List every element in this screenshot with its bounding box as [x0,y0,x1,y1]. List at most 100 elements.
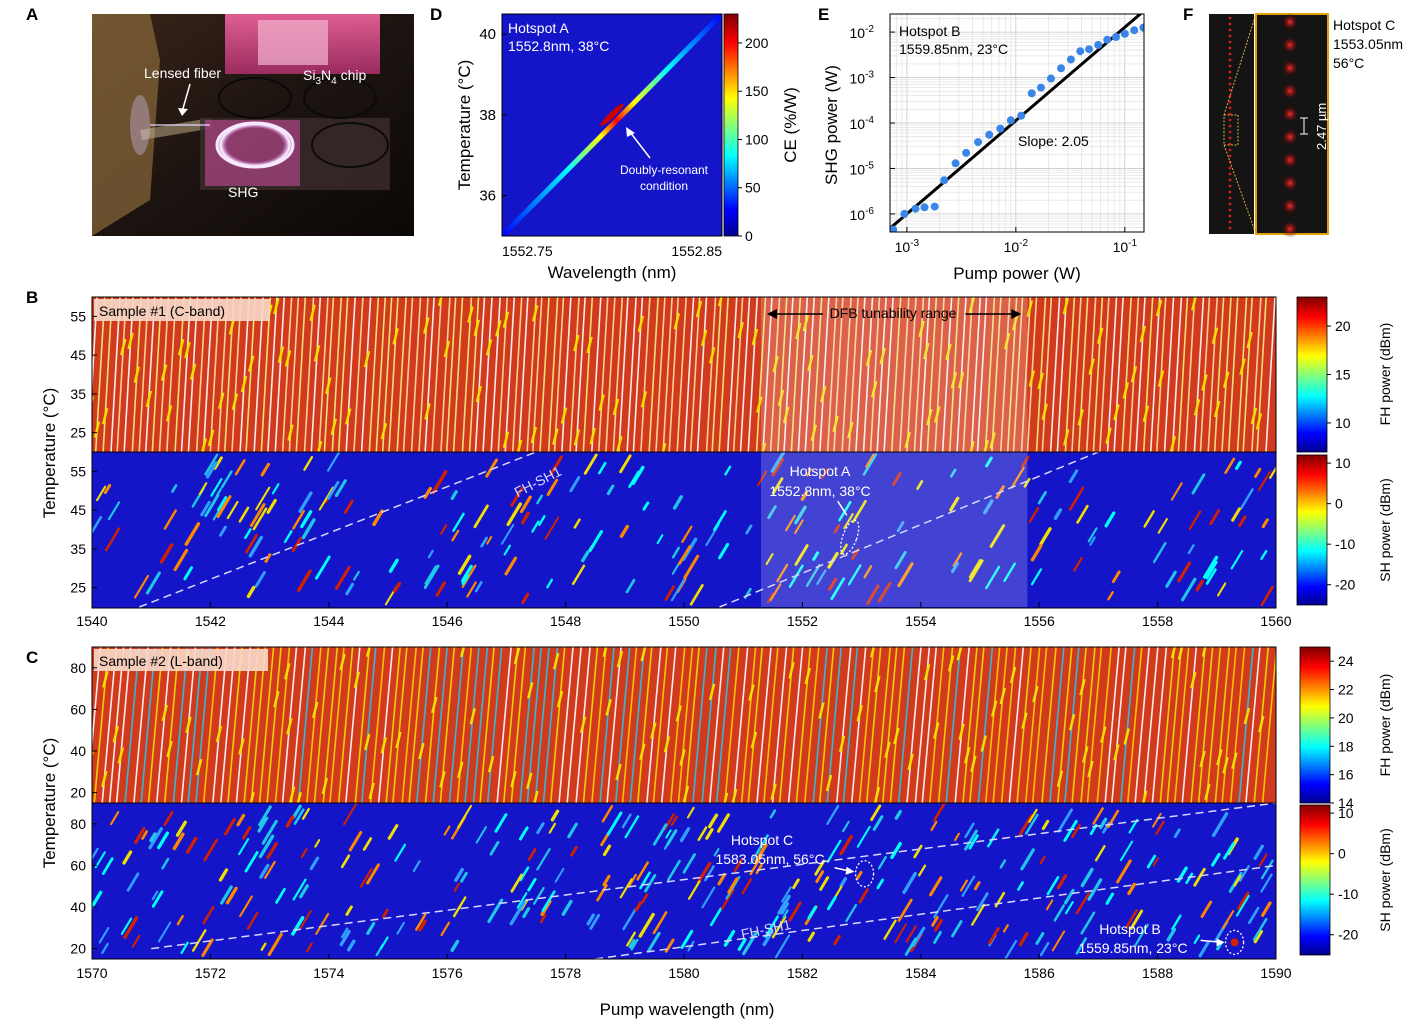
panel-b-fh-stripe [1142,297,1154,452]
panel-c-sh-streak [1039,941,1050,957]
panel-c-colorbar-ticks: 14 16 18 20 22 24 -20 -10 0 10 [1330,653,1358,943]
panel-b-fh-stripe-yellow [640,391,648,408]
panel-c-ytick-label: 60 [70,857,86,873]
panel-b-sh-streak [1230,549,1244,570]
panel-c-sh-streak [163,811,174,827]
panel-c-fh-stripe-yellow [161,704,169,722]
panel-c-fh-stripe [187,647,204,803]
panel-c-sh-streak [264,860,276,879]
panel-b-sh-streak [1107,591,1114,601]
panel-c-fh-stripe-yellow [1243,707,1251,725]
panel-c-fh-stripe-yellow [439,770,446,788]
panel-b-fh-stripe [755,297,767,452]
panel-c-sh-streak [1064,901,1074,915]
panel-d-ylabel: Temperature (°C) [455,60,474,191]
panel-b-sh-streak [427,549,434,559]
panel-b-fh-stripe-yellow [502,431,510,448]
panel-c-sh-streak [134,827,146,844]
panel-b-sh-streak [183,566,194,581]
panel-b-fh-stripe [217,297,229,452]
panel-b-fh-stripe [353,297,364,452]
panel-b-fh-stripe-yellow [616,436,623,452]
panel-b-fh-stripe-yellow [870,380,878,398]
panel-b-sh-streak [171,484,178,493]
panel-b-sh-streak [794,519,804,535]
panel-d-doubly-arrowhead [626,127,635,137]
panel-c-sh-streak [606,811,623,836]
panel-b-sh-streak [500,524,515,545]
panel-c-fh-stripe-yellow [1216,748,1223,766]
panel-c-sh-streak [541,890,556,912]
panel-c-sh-streak [883,919,897,940]
panel-b-fh-stripe-yellow [810,424,818,442]
panel-c-sh-streak [701,886,716,909]
panel-e-point [890,225,898,232]
panel-c-fh-stripe [881,647,898,803]
panel-c-fh-stripe [1096,647,1112,803]
panel-f-strip-dot [1228,118,1232,122]
panel-f-strip-dot [1228,124,1232,128]
panel-c-fh-stripe [652,647,669,803]
panel-label-e: E [818,5,829,24]
panel-b-sh-map [92,452,1276,608]
panel-b-fh-stripe [962,297,974,452]
panel-b-sh-streak [254,571,266,588]
panel-c-sh-streak [755,834,769,855]
panel-f-spot [1281,128,1299,146]
panel-b-sh-streak [549,455,563,476]
panel-e-point [940,176,949,185]
panel-c-sh-cbar-label: 10 [1338,805,1354,821]
panel-c-sh-streak [539,913,547,924]
panel-c-sh-streak [1105,892,1115,905]
panel-d-xtick-label: 1552.85 [671,243,722,259]
panel-a-shg-label: SHG [228,184,258,200]
panel-f-hotspot-title: Hotspot C [1333,17,1395,33]
panel-b-sh-streak [327,452,341,472]
panel-b-xtick-label: 1558 [1142,613,1173,629]
panel-b-fh-stripe [826,297,838,452]
panel-c-fh-stripe-yellow [602,647,608,658]
panel-c-sh-streak [771,915,787,939]
panel-c-fh-stripe [937,647,954,803]
panel-b-fh-stripe [310,297,322,452]
panel-e-point [1103,35,1112,44]
panel-c-fh-stripe [599,647,615,803]
panel-b-fh-stripe [906,297,917,452]
panel-c-sh-streak [1057,808,1073,833]
panel-b-sh-streak [521,592,530,605]
panel-b-fh-stripe-yellow [287,424,294,442]
panel-b-fh-stripe-yellow [717,297,723,307]
panel-d-colorbar-label: CE (%/W) [781,87,800,163]
panel-c-ylabel: Temperature (°C) [40,738,59,869]
panel-b-fh-stripe [239,297,250,452]
panel-c-sh-cbar-label: -20 [1338,927,1358,943]
panel-c-fh-stripe [542,647,559,803]
panel-c-sh-streak [561,899,573,916]
panel-a-fiber-label: Lensed fiber [144,65,221,81]
panel-c-sh-streak [218,868,229,882]
panel-b-sh-streak [1104,511,1116,528]
panel-c-fh-stripe [258,647,275,803]
panel-c-sh-streak [452,896,467,918]
panel-c-sh-streak [301,807,310,820]
panel-b-fh-stripe [518,297,529,452]
panel-c-sh-streak [172,832,185,851]
panel-c-sh-streak [1152,812,1162,828]
panel-c-sh-streak [589,913,601,930]
panel-d-ridge-line [502,14,722,236]
panel-b-fh-stripe-yellow [189,363,197,381]
panel-b-fh-stripe [166,297,177,452]
panel-b-fh-stripe [1106,297,1118,452]
panel-c-sh-streak [1155,820,1165,836]
panel-b-sh-streak [353,570,360,581]
panel-c-sh-cbar-label: -10 [1338,886,1358,902]
panel-b-sh-streak [264,553,272,563]
panel-f-strip-dot [1228,178,1232,182]
panel-c-fh-stripe-yellow [101,770,108,788]
panel-c-sh-streak [707,813,719,829]
panel-f-spot [1281,151,1299,169]
panel-f-hotspot-wavelength: 1553.05nm [1333,36,1403,52]
panel-b-fh-stripe-yellow [820,385,827,403]
panel-b-sh-streak [255,486,271,511]
panel-b-fh-stripe [461,297,473,452]
